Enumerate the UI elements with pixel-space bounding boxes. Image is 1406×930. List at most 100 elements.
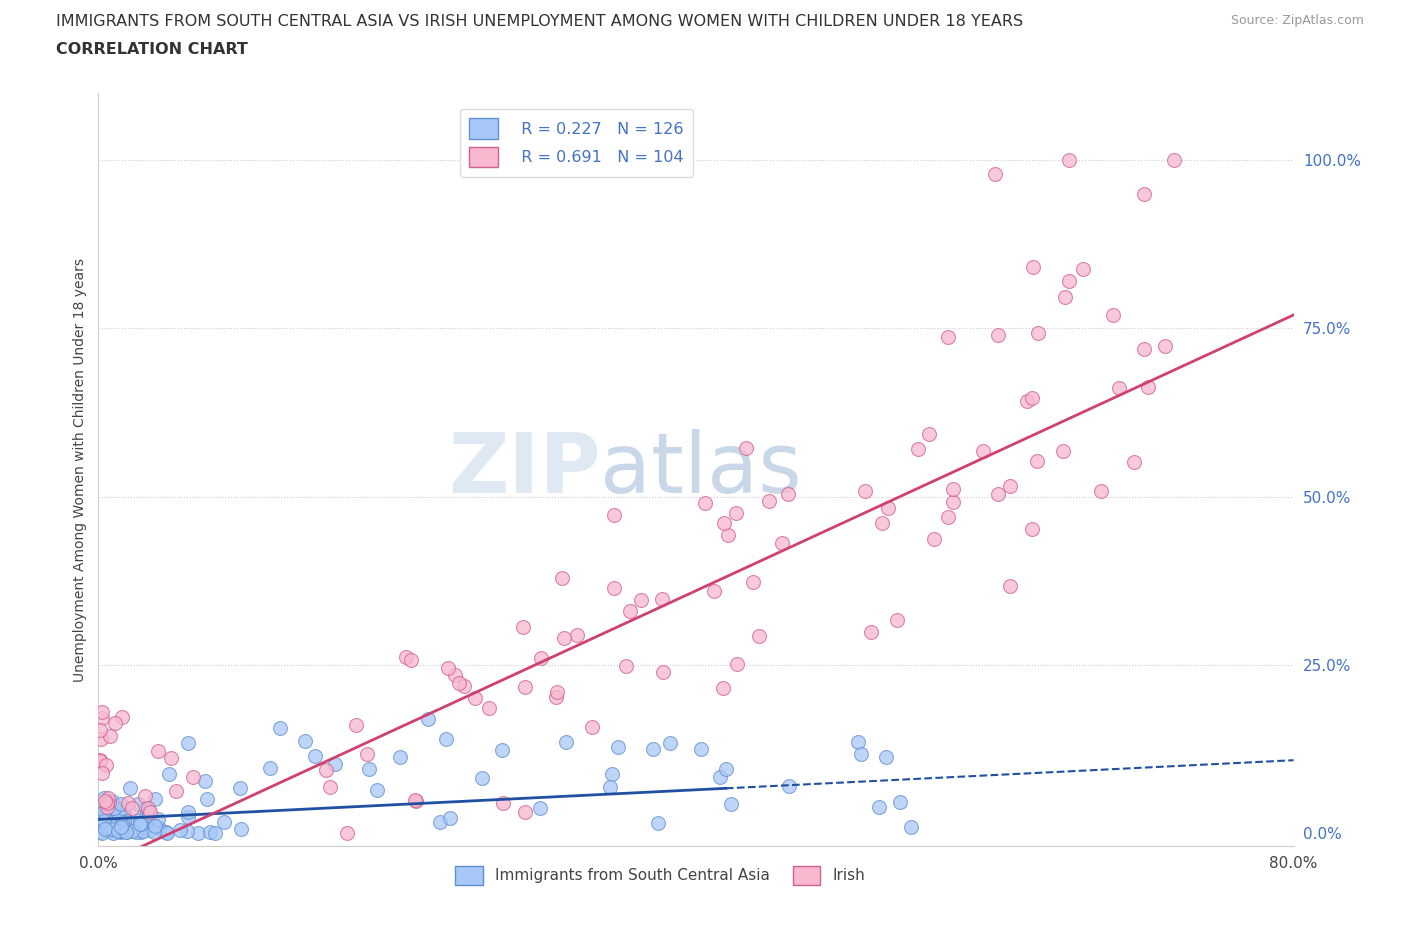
Point xyxy=(89,818,111,833)
Point xyxy=(139,804,162,819)
Point xyxy=(93,814,115,829)
Point xyxy=(129,825,152,840)
Point xyxy=(1015,393,1038,408)
Point xyxy=(115,821,138,836)
Point xyxy=(513,804,536,819)
Point xyxy=(530,651,553,666)
Point xyxy=(177,810,200,825)
Point xyxy=(512,620,534,635)
Point xyxy=(136,801,159,816)
Point xyxy=(725,657,748,671)
Point xyxy=(1059,153,1081,167)
Point xyxy=(553,631,575,646)
Point xyxy=(1021,391,1043,405)
Point xyxy=(853,484,876,498)
Point xyxy=(105,805,128,820)
Point xyxy=(93,804,115,818)
Point xyxy=(1133,186,1156,201)
Point xyxy=(112,801,135,816)
Point xyxy=(138,807,160,822)
Point xyxy=(111,807,134,822)
Point xyxy=(942,494,965,509)
Point xyxy=(97,794,120,809)
Point xyxy=(156,825,179,840)
Point xyxy=(103,801,125,816)
Point xyxy=(204,825,226,840)
Point xyxy=(134,820,156,835)
Point xyxy=(165,784,187,799)
Point xyxy=(315,763,337,777)
Point xyxy=(110,818,132,833)
Point xyxy=(1053,290,1076,305)
Point xyxy=(96,758,118,773)
Point xyxy=(366,783,388,798)
Point xyxy=(100,815,122,830)
Point xyxy=(135,800,157,815)
Point xyxy=(492,796,515,811)
Point xyxy=(464,691,486,706)
Point xyxy=(100,821,122,836)
Point xyxy=(181,769,204,784)
Point xyxy=(155,825,177,840)
Point xyxy=(121,817,143,832)
Point xyxy=(115,825,138,840)
Point xyxy=(900,819,922,834)
Point xyxy=(169,823,191,838)
Point xyxy=(987,487,1010,502)
Point xyxy=(388,750,411,764)
Point xyxy=(551,570,574,585)
Point xyxy=(513,680,536,695)
Point xyxy=(89,723,111,737)
Point xyxy=(619,604,641,618)
Point xyxy=(148,820,170,835)
Point xyxy=(128,813,150,828)
Point xyxy=(110,808,132,823)
Point xyxy=(846,735,869,750)
Point xyxy=(554,734,576,749)
Point xyxy=(107,803,129,817)
Point xyxy=(886,613,908,628)
Point xyxy=(748,629,770,644)
Point xyxy=(143,825,166,840)
Point xyxy=(93,791,115,806)
Point xyxy=(200,825,222,840)
Point xyxy=(304,749,326,764)
Point xyxy=(104,823,127,838)
Point xyxy=(600,767,623,782)
Point xyxy=(90,806,112,821)
Point xyxy=(987,328,1010,343)
Point xyxy=(907,442,929,457)
Point xyxy=(418,711,440,726)
Point xyxy=(444,668,467,683)
Point xyxy=(319,779,342,794)
Point xyxy=(104,823,127,838)
Point xyxy=(90,810,112,825)
Point xyxy=(713,516,735,531)
Point xyxy=(127,796,149,811)
Point xyxy=(108,816,131,830)
Point xyxy=(922,532,945,547)
Point xyxy=(429,815,451,830)
Text: IMMIGRANTS FROM SOUTH CENTRAL ASIA VS IRISH UNEMPLOYMENT AMONG WOMEN WITH CHILDR: IMMIGRANTS FROM SOUTH CENTRAL ASIA VS IR… xyxy=(56,14,1024,29)
Point xyxy=(107,824,129,839)
Point xyxy=(1102,308,1125,323)
Point xyxy=(259,760,281,775)
Point xyxy=(121,824,143,839)
Point xyxy=(936,510,959,525)
Point xyxy=(1122,455,1144,470)
Point xyxy=(1021,522,1043,537)
Point xyxy=(90,731,112,746)
Point xyxy=(599,779,621,794)
Point xyxy=(1108,380,1130,395)
Point xyxy=(972,444,994,458)
Point xyxy=(134,789,156,804)
Point xyxy=(112,806,135,821)
Point xyxy=(98,823,121,838)
Point xyxy=(157,766,180,781)
Point xyxy=(1133,341,1156,356)
Point xyxy=(89,752,111,767)
Point xyxy=(139,822,162,837)
Point xyxy=(177,804,200,819)
Point xyxy=(117,817,139,832)
Point xyxy=(112,815,135,830)
